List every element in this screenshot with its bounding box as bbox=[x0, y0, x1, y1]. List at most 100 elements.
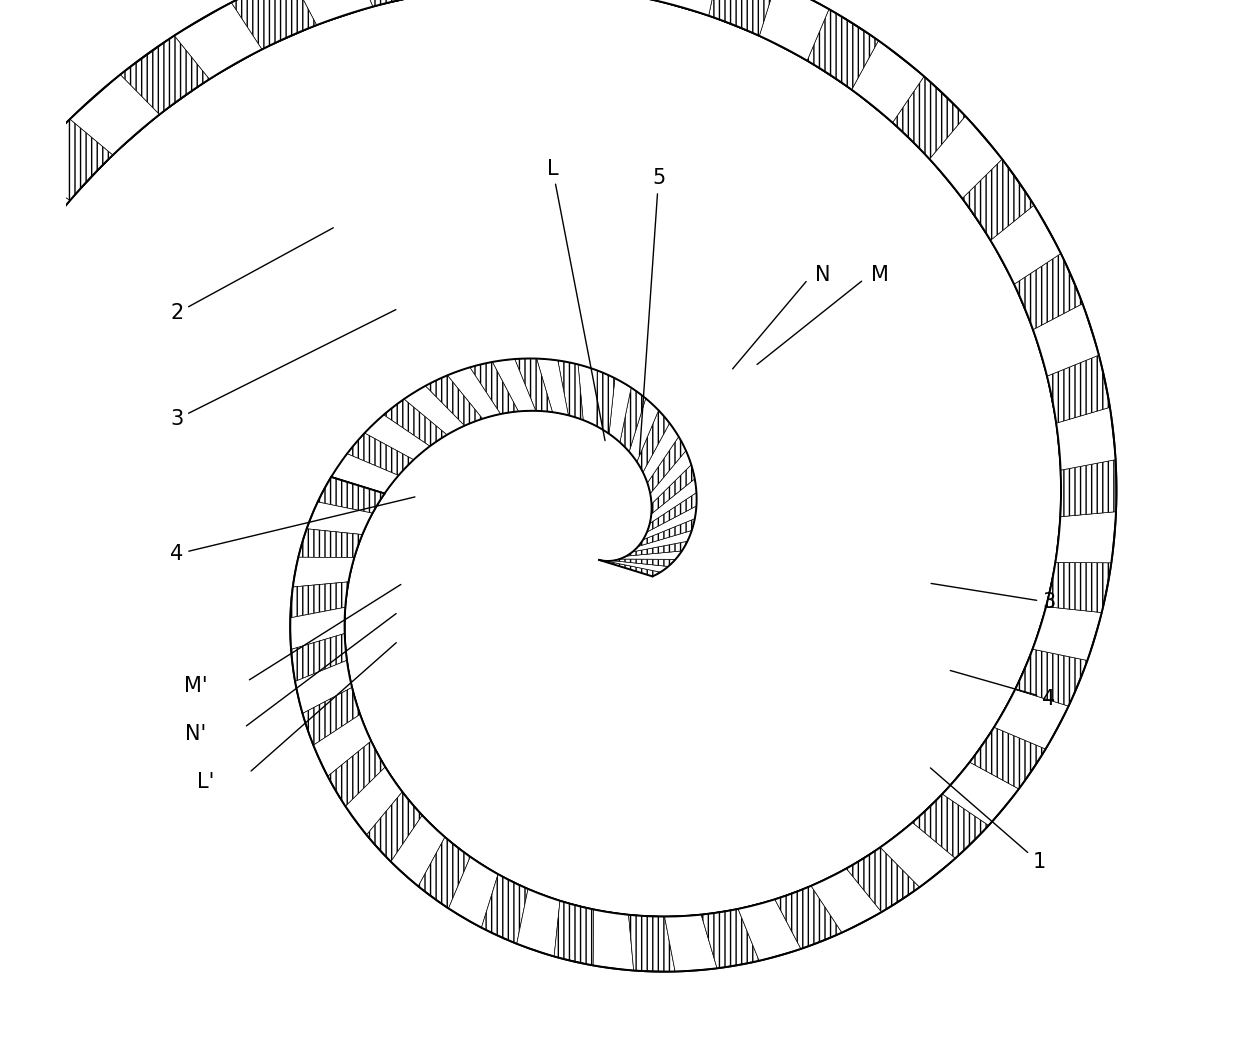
Polygon shape bbox=[295, 659, 352, 713]
Polygon shape bbox=[290, 607, 345, 650]
Polygon shape bbox=[331, 454, 398, 493]
Polygon shape bbox=[120, 36, 210, 114]
Polygon shape bbox=[1014, 254, 1083, 331]
Polygon shape bbox=[353, 0, 432, 6]
Polygon shape bbox=[291, 633, 347, 681]
Polygon shape bbox=[327, 741, 384, 806]
Polygon shape bbox=[644, 506, 697, 540]
Polygon shape bbox=[578, 365, 598, 426]
Text: 4: 4 bbox=[170, 497, 415, 564]
Polygon shape bbox=[314, 714, 371, 776]
Polygon shape bbox=[365, 414, 430, 460]
Polygon shape bbox=[709, 0, 777, 36]
Polygon shape bbox=[232, 0, 316, 50]
Text: M: M bbox=[872, 265, 889, 285]
Polygon shape bbox=[317, 477, 384, 513]
Polygon shape bbox=[448, 368, 501, 419]
Polygon shape bbox=[554, 901, 594, 966]
Polygon shape bbox=[1056, 407, 1116, 471]
Polygon shape bbox=[650, 450, 691, 504]
Polygon shape bbox=[846, 848, 919, 913]
Text: 5: 5 bbox=[640, 169, 665, 455]
Polygon shape bbox=[345, 766, 402, 834]
Polygon shape bbox=[811, 869, 880, 933]
Polygon shape bbox=[347, 434, 414, 476]
Polygon shape bbox=[620, 388, 646, 452]
Polygon shape bbox=[25, 119, 114, 199]
Polygon shape bbox=[1060, 460, 1116, 516]
Polygon shape bbox=[492, 359, 536, 411]
Polygon shape bbox=[665, 915, 717, 971]
Polygon shape bbox=[637, 410, 670, 473]
Polygon shape bbox=[656, 0, 720, 16]
Polygon shape bbox=[893, 77, 966, 160]
Polygon shape bbox=[593, 909, 634, 971]
Polygon shape bbox=[425, 375, 482, 426]
Polygon shape bbox=[629, 399, 658, 462]
Polygon shape bbox=[970, 727, 1045, 789]
Polygon shape bbox=[880, 823, 955, 887]
Polygon shape bbox=[346, 767, 402, 835]
Polygon shape bbox=[404, 386, 465, 435]
Polygon shape bbox=[0, 952, 31, 1048]
Text: 2: 2 bbox=[170, 228, 334, 323]
Polygon shape bbox=[1033, 304, 1099, 376]
Polygon shape bbox=[391, 815, 444, 886]
Polygon shape bbox=[993, 690, 1068, 749]
Polygon shape bbox=[317, 477, 384, 513]
Polygon shape bbox=[893, 76, 965, 159]
Polygon shape bbox=[596, 370, 615, 434]
Polygon shape bbox=[647, 437, 686, 494]
Polygon shape bbox=[0, 951, 30, 1047]
Polygon shape bbox=[290, 0, 373, 25]
Text: 3: 3 bbox=[931, 583, 1055, 613]
Polygon shape bbox=[962, 160, 1034, 241]
Polygon shape bbox=[69, 74, 160, 155]
Polygon shape bbox=[516, 888, 559, 956]
Polygon shape bbox=[0, 1012, 72, 1060]
Polygon shape bbox=[760, 0, 830, 61]
Polygon shape bbox=[299, 529, 362, 558]
Polygon shape bbox=[290, 582, 348, 618]
Polygon shape bbox=[0, 223, 32, 303]
Polygon shape bbox=[0, 169, 71, 249]
Polygon shape bbox=[0, 1013, 73, 1060]
Polygon shape bbox=[606, 561, 668, 572]
Polygon shape bbox=[449, 856, 498, 928]
Polygon shape bbox=[1014, 253, 1083, 330]
Polygon shape bbox=[629, 915, 675, 971]
Polygon shape bbox=[613, 559, 676, 566]
Text: L': L' bbox=[197, 773, 215, 793]
Polygon shape bbox=[367, 792, 423, 862]
Polygon shape bbox=[1047, 563, 1111, 613]
Polygon shape bbox=[295, 660, 352, 713]
Polygon shape bbox=[366, 792, 422, 861]
Polygon shape bbox=[701, 909, 759, 969]
Polygon shape bbox=[738, 900, 800, 961]
Polygon shape bbox=[1032, 607, 1101, 661]
Text: 4: 4 bbox=[950, 671, 1055, 709]
Polygon shape bbox=[0, 169, 69, 250]
Polygon shape bbox=[1055, 512, 1116, 563]
Polygon shape bbox=[391, 815, 445, 886]
Polygon shape bbox=[383, 399, 446, 446]
Polygon shape bbox=[481, 874, 528, 943]
Polygon shape bbox=[303, 687, 360, 744]
Text: 3: 3 bbox=[170, 310, 396, 429]
Text: N: N bbox=[815, 265, 830, 285]
Polygon shape bbox=[515, 358, 553, 412]
Polygon shape bbox=[308, 501, 373, 534]
Polygon shape bbox=[970, 728, 1045, 790]
Polygon shape bbox=[470, 361, 518, 414]
Polygon shape bbox=[290, 581, 348, 617]
Polygon shape bbox=[994, 689, 1069, 749]
Polygon shape bbox=[122, 35, 211, 113]
Polygon shape bbox=[418, 836, 470, 908]
Polygon shape bbox=[991, 206, 1061, 285]
Polygon shape bbox=[1047, 355, 1110, 423]
Text: N': N' bbox=[185, 724, 207, 744]
Polygon shape bbox=[1060, 461, 1116, 517]
Polygon shape bbox=[593, 909, 632, 970]
Polygon shape bbox=[1016, 649, 1087, 706]
Text: L: L bbox=[547, 159, 605, 441]
